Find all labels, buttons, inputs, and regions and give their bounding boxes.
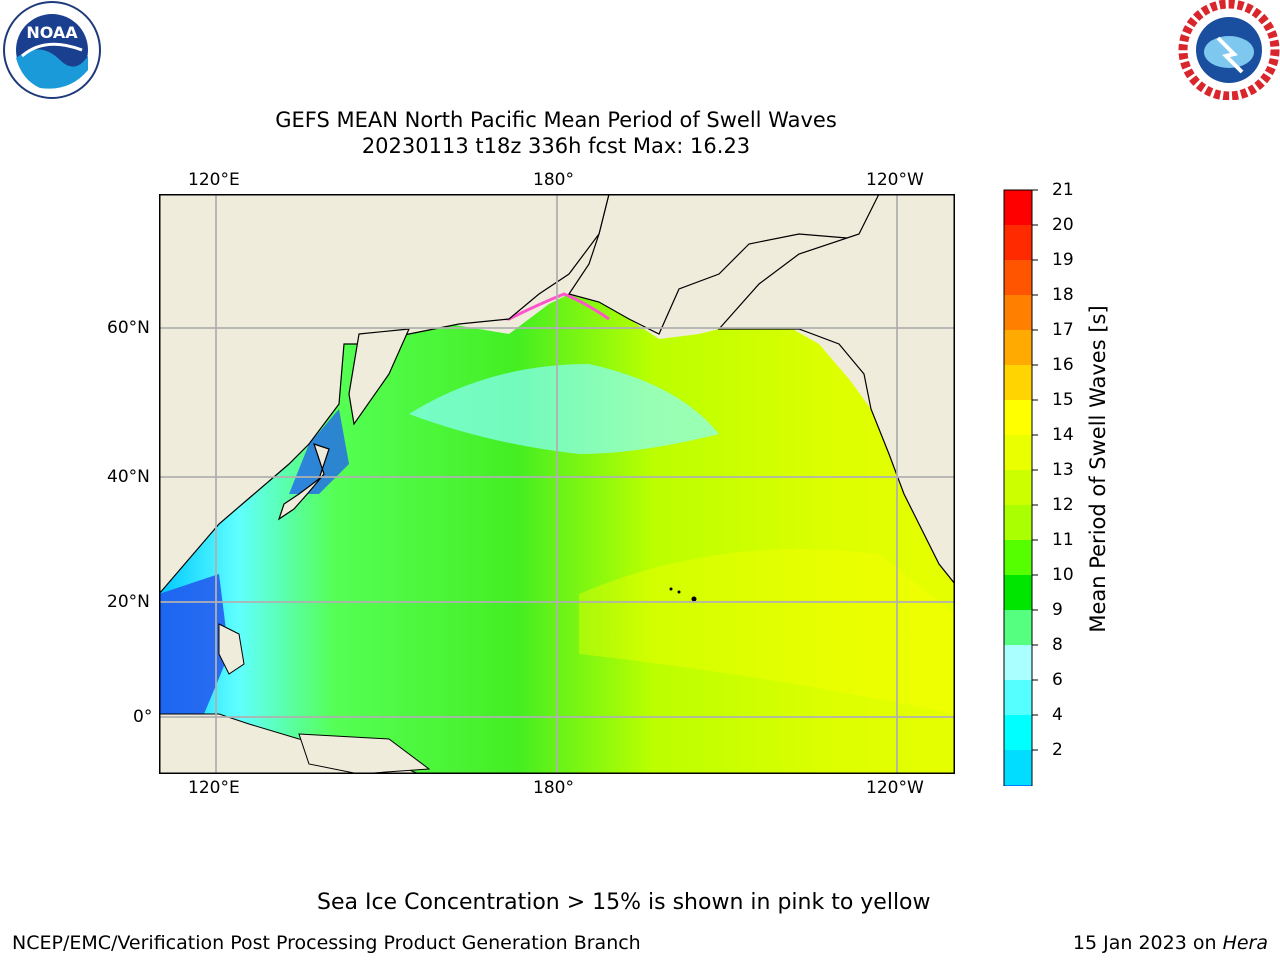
colorbar-segment xyxy=(1004,750,1032,785)
colorbar-tick-label: 19 xyxy=(1052,250,1074,270)
lon-tick-bottom-180: 180° xyxy=(533,778,574,798)
colorbar-segment xyxy=(1004,365,1032,400)
colorbar-segment xyxy=(1004,470,1032,505)
colorbar-tick-label: 14 xyxy=(1052,425,1074,445)
plot-title: GEFS MEAN North Pacific Mean Period of S… xyxy=(275,108,837,132)
japan-islands xyxy=(277,443,330,521)
footer-left: NCEP/EMC/Verification Post Processing Pr… xyxy=(12,932,641,954)
plot-subtitle: 20230113 t18z 336h fcst Max: 16.23 xyxy=(361,134,751,158)
colorbar-segment xyxy=(1004,575,1032,610)
lon-tick-top-180: 180° xyxy=(533,170,574,190)
blue-coastal-zone xyxy=(159,574,229,734)
colorbar-tick-label: 11 xyxy=(1052,530,1074,550)
swell-period-map xyxy=(159,194,955,774)
colorbar-tick-label: 20 xyxy=(1052,215,1074,235)
colorbar-tick-label: 6 xyxy=(1052,670,1063,690)
colorbar-tick-label: 15 xyxy=(1052,390,1074,410)
colorbar-tick-label: 18 xyxy=(1052,285,1074,305)
footer-right: 15 Jan 2023 on Hera xyxy=(1073,932,1268,954)
colorbar-tick-label: 10 xyxy=(1052,565,1074,585)
kamchatka-peninsula xyxy=(348,328,410,426)
colorbar-segment xyxy=(1004,505,1032,540)
cyan-swell-band xyxy=(409,364,719,454)
hawaii-islands xyxy=(691,596,697,602)
lat-tick-0: 0° xyxy=(133,707,153,727)
colorbar-tick-label: 16 xyxy=(1052,355,1074,375)
colorbar-segment xyxy=(1004,540,1032,575)
lon-tick-top-120w: 120°W xyxy=(866,170,924,190)
nws-logo xyxy=(1178,0,1280,101)
lat-tick-40n: 40°N xyxy=(107,467,150,487)
colorbar-tick-label: 17 xyxy=(1052,320,1074,340)
colorbar-segment xyxy=(1004,190,1032,225)
new-guinea xyxy=(298,733,431,774)
colorbar-tick-label: 21 xyxy=(1052,180,1074,200)
colorbar-label: Mean Period of Swell Waves [s] xyxy=(1086,305,1110,633)
noaa-logo-text: NOAA xyxy=(26,23,78,42)
lat-tick-20n: 20°N xyxy=(107,592,150,612)
lon-tick-bottom-120w: 120°W xyxy=(866,778,924,798)
colorbar-segment xyxy=(1004,330,1032,365)
colorbar-segment xyxy=(1004,435,1032,470)
north-america-coast xyxy=(717,194,955,585)
footer-date: 15 Jan 2023 on xyxy=(1072,932,1223,954)
colorbar-tick-label: 13 xyxy=(1052,460,1074,480)
colorbar-segment xyxy=(1004,785,1032,786)
colorbar-segment xyxy=(1004,680,1032,715)
lon-tick-top-120e: 120°E xyxy=(188,170,240,190)
colorbar-tick-label: 12 xyxy=(1052,495,1074,515)
colorbar-tick-label: 2 xyxy=(1052,740,1063,760)
colorbar-segment xyxy=(1004,400,1032,435)
colorbar-segment xyxy=(1004,260,1032,295)
noaa-logo: NOAA xyxy=(0,0,104,100)
colorbar-segment xyxy=(1004,645,1032,680)
colorbar-tick-label: 4 xyxy=(1052,705,1063,725)
colorbar xyxy=(1003,189,1038,786)
lat-tick-60n: 60°N xyxy=(107,318,150,338)
philippines-islands xyxy=(218,623,245,675)
lon-tick-bottom-120e: 120°E xyxy=(188,778,240,798)
colorbar-segment xyxy=(1004,295,1032,330)
footer-host: Hera xyxy=(1222,932,1268,954)
colorbar-segment xyxy=(1004,610,1032,645)
colorbar-tick-label: 8 xyxy=(1052,635,1063,655)
graticule xyxy=(159,194,955,774)
yellow-swell-zone xyxy=(579,549,955,714)
sea-ice-caption: Sea Ice Concentration > 15% is shown in … xyxy=(317,890,931,915)
colorbar-segment xyxy=(1004,715,1032,750)
colorbar-tick-label: 9 xyxy=(1052,600,1063,620)
colorbar-segment xyxy=(1004,225,1032,260)
